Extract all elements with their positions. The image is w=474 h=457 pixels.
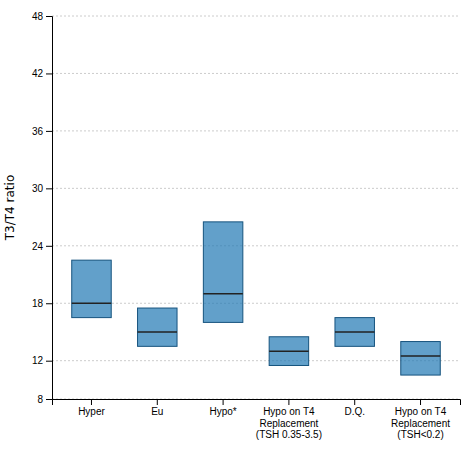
tick-label: 12 — [32, 355, 44, 366]
tick-label: 18 — [32, 298, 44, 309]
box — [269, 337, 308, 366]
box-group — [269, 337, 308, 366]
tick-mark — [46, 131, 52, 132]
tick-label-line: (TSH 0.35-3.5) — [256, 429, 322, 440]
tick-label-line: Hyper — [78, 406, 105, 417]
boxes — [72, 222, 441, 375]
box-group — [72, 260, 111, 317]
tick: 8 — [37, 394, 52, 405]
x-axis: HyperEuHypo*Hypo on T4Replacement(TSH 0.… — [53, 399, 461, 440]
tick: Eu — [151, 399, 163, 417]
box — [401, 342, 440, 376]
plot: 812182430364248HyperEuHypo*Hypo on T4Rep… — [32, 11, 461, 440]
tick-mark — [46, 246, 52, 247]
tick-label: 8 — [37, 394, 43, 405]
y-axis: 8 12 18 24 30 36 42 48 — [32, 11, 53, 405]
tick-mark — [46, 188, 52, 189]
tick-label: 36 — [32, 126, 44, 137]
median-line — [335, 331, 374, 333]
tick-label: Hyper — [78, 406, 105, 417]
box-group — [138, 308, 177, 346]
tick-mark — [91, 399, 92, 405]
box — [203, 222, 242, 323]
tick-mark — [46, 361, 52, 362]
tick-label-line: Hypo* — [209, 406, 236, 417]
box-group — [401, 342, 440, 376]
box — [138, 308, 177, 346]
grid-line — [52, 303, 460, 304]
tick-label: 48 — [32, 11, 44, 22]
tick-mark — [288, 399, 289, 405]
tick-label: Hypo on T4Replacement(TSH 0.35-3.5) — [256, 406, 322, 440]
tick-mark — [420, 399, 421, 405]
median-line — [138, 331, 177, 333]
median-line — [269, 350, 308, 352]
tick-mark — [354, 399, 355, 405]
tick-label-line: Replacement — [391, 418, 450, 429]
box — [335, 318, 374, 347]
tick: 42 — [32, 68, 52, 79]
tick-mark — [46, 16, 52, 17]
tick-label-line: Hypo on T4 — [395, 406, 447, 417]
box-group — [203, 222, 242, 323]
tick: Hyper — [78, 399, 105, 417]
tick-label: 42 — [32, 68, 44, 79]
tick-mark — [223, 399, 224, 405]
tick-label: D.Q. — [344, 406, 365, 417]
tick-mark — [157, 399, 158, 405]
grid-line — [52, 245, 460, 246]
grid-line — [52, 16, 460, 17]
tick-label: 30 — [32, 183, 44, 194]
chart: 812182430364248HyperEuHypo*Hypo on T4Rep… — [0, 0, 474, 457]
tick: Hypo on T4Replacement(TSH<0.2) — [391, 399, 450, 440]
box — [72, 260, 111, 317]
tick: 12 — [32, 355, 52, 366]
grid — [52, 16, 460, 399]
median-line — [203, 293, 242, 295]
tick: 30 — [32, 183, 52, 194]
tick-mark — [46, 399, 52, 400]
tick-label-line: (TSH<0.2) — [397, 429, 443, 440]
tick-label: Eu — [151, 406, 163, 417]
grid-line — [52, 73, 460, 74]
grid-line — [52, 360, 460, 361]
tick: 48 — [32, 11, 52, 22]
y-axis-title: T3/T4 ratio — [3, 175, 17, 241]
tick-label-line: D.Q. — [344, 406, 365, 417]
median-line — [401, 355, 440, 357]
tick-label: 24 — [32, 241, 44, 252]
tick-label: Hypo on T4Replacement(TSH<0.2) — [391, 406, 450, 440]
tick: 36 — [32, 126, 52, 137]
grid-line — [52, 188, 460, 189]
axis-line — [46, 17, 53, 400]
tick-mark — [46, 303, 52, 304]
tick-label-line: Eu — [151, 406, 163, 417]
tick: 18 — [32, 298, 52, 309]
tick-label-line: Replacement — [259, 418, 318, 429]
tick-label: Hypo* — [209, 406, 236, 417]
tick: Hypo on T4Replacement(TSH 0.35-3.5) — [256, 399, 322, 440]
box-group — [335, 318, 374, 347]
grid-line — [52, 130, 460, 131]
tick-mark — [46, 73, 52, 74]
tick: D.Q. — [344, 399, 365, 417]
axis-line — [53, 400, 461, 406]
tick: 24 — [32, 241, 52, 252]
tick: Hypo* — [209, 399, 236, 417]
median-line — [72, 303, 111, 305]
tick-label-line: Hypo on T4 — [263, 406, 315, 417]
